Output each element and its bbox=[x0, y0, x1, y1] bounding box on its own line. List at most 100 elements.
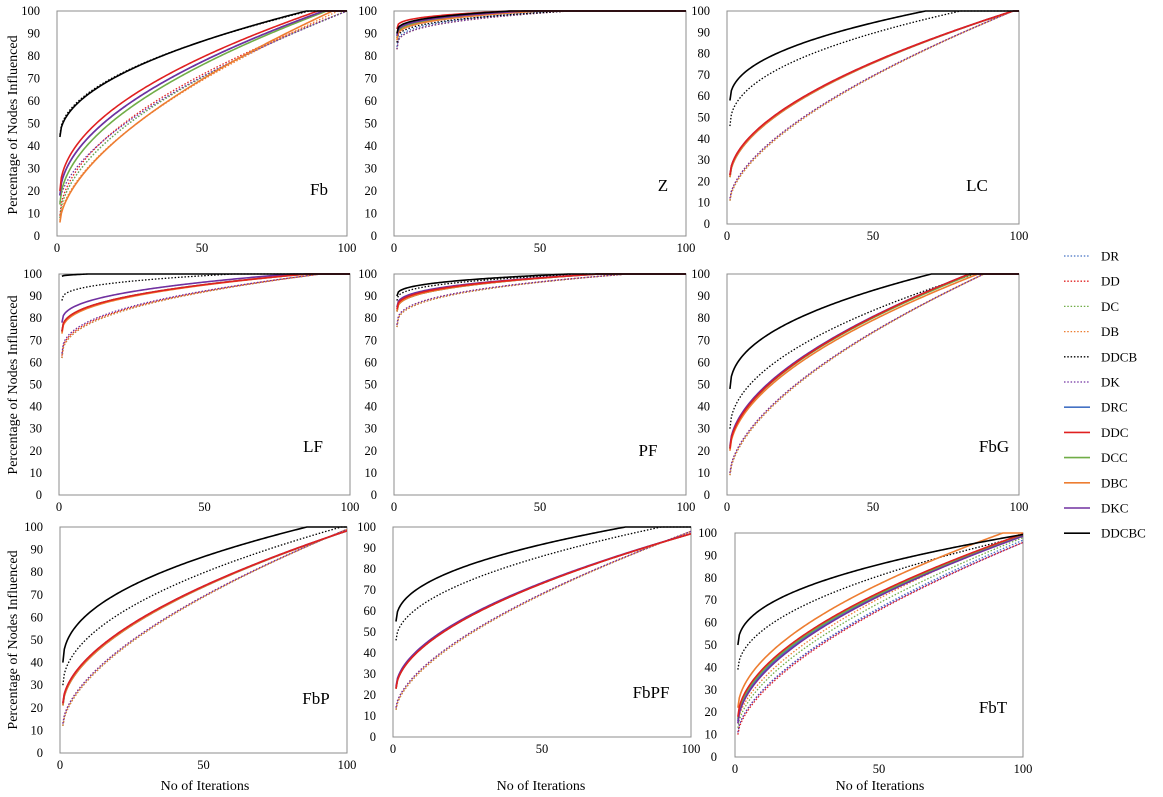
y-tick-label: 0 bbox=[704, 488, 710, 502]
legend-label-dkc: DKC bbox=[1101, 501, 1128, 516]
series-line-dkc bbox=[737, 535, 1023, 724]
legend: DR DD DC DB DDCB DK DRC DDC DCC DBC DKC DDCBC bbox=[1064, 249, 1146, 541]
y-axis-title: Percentage of Nodes Influenced bbox=[6, 35, 21, 214]
y-tick-label: 80 bbox=[705, 571, 718, 585]
x-tick-label: 50 bbox=[873, 762, 886, 776]
y-tick-label: 100 bbox=[358, 267, 377, 281]
panel-label: Z bbox=[658, 176, 668, 195]
legend-label-ddc: DDC bbox=[1101, 425, 1128, 440]
x-tick-label: 0 bbox=[57, 758, 63, 772]
y-tick-label: 70 bbox=[365, 333, 378, 347]
x-tick-label: 100 bbox=[1014, 762, 1033, 776]
series-line-ddc bbox=[59, 10, 347, 192]
y-tick-label: 10 bbox=[30, 466, 43, 480]
y-tick-label: 60 bbox=[365, 355, 378, 369]
series-line-dk bbox=[396, 10, 686, 50]
series-line-ddcb bbox=[396, 273, 686, 301]
series-group bbox=[737, 532, 1023, 735]
panel-label: FbT bbox=[979, 698, 1008, 717]
plot-area bbox=[56, 10, 348, 237]
y-tick-label: 90 bbox=[30, 289, 43, 303]
y-tick-label: 10 bbox=[31, 723, 44, 737]
series-line-dk bbox=[729, 10, 1019, 199]
series-group bbox=[396, 273, 686, 328]
y-tick-label: 90 bbox=[365, 27, 378, 41]
y-tick-label: 80 bbox=[365, 49, 378, 63]
y-tick-label: 40 bbox=[705, 660, 718, 674]
series-line-dcc bbox=[737, 534, 1023, 720]
series-line-ddcbc bbox=[395, 526, 691, 622]
plot-area bbox=[726, 10, 1020, 225]
series-line-ddcb bbox=[737, 535, 1023, 670]
y-tick-label: 60 bbox=[30, 355, 43, 369]
y-tick-label: 40 bbox=[30, 400, 43, 414]
y-tick-label: 20 bbox=[365, 184, 378, 198]
y-tick-label: 30 bbox=[365, 422, 378, 436]
y-tick-label: 10 bbox=[365, 466, 378, 480]
series-line-ddc bbox=[729, 10, 1019, 176]
panel-label: FbPF bbox=[633, 683, 670, 702]
y-tick-label: 50 bbox=[705, 638, 718, 652]
series-line-dk bbox=[62, 528, 347, 724]
y-tick-label: 80 bbox=[365, 311, 378, 325]
y-tick-label: 30 bbox=[705, 683, 718, 697]
y-tick-label: 0 bbox=[370, 730, 376, 744]
y-tick-label: 100 bbox=[358, 4, 377, 18]
series-line-db bbox=[59, 10, 347, 221]
y-axis-title: Percentage of Nodes Influenced bbox=[6, 550, 21, 729]
x-axis-title: No of Iterations bbox=[836, 779, 925, 794]
x-tick-label: 50 bbox=[534, 241, 547, 255]
y-tick-label: 50 bbox=[698, 111, 711, 125]
y-tick-label: 90 bbox=[698, 289, 711, 303]
y-tick-label: 20 bbox=[698, 174, 711, 188]
series-line-ddcbc bbox=[59, 10, 347, 138]
series-line-ddcbc bbox=[729, 10, 1019, 101]
y-tick-label: 100 bbox=[691, 4, 710, 18]
x-tick-label: 0 bbox=[56, 500, 62, 514]
y-tick-label: 50 bbox=[28, 117, 41, 131]
y-tick-label: 80 bbox=[31, 565, 44, 579]
y-tick-label: 30 bbox=[30, 422, 43, 436]
y-tick-label: 70 bbox=[28, 72, 41, 86]
y-tick-label: 40 bbox=[698, 400, 711, 414]
y-tick-label: 80 bbox=[364, 562, 377, 576]
series-group bbox=[395, 526, 691, 710]
y-tick-label: 90 bbox=[31, 543, 44, 557]
y-tick-label: 90 bbox=[705, 548, 718, 562]
y-tick-label: 80 bbox=[30, 311, 43, 325]
series-line-ddcb bbox=[61, 273, 350, 301]
series-line-dbc bbox=[729, 273, 1019, 451]
plot-area bbox=[59, 526, 348, 754]
series-group bbox=[729, 10, 1019, 201]
y-tick-label: 90 bbox=[28, 27, 41, 41]
y-tick-label: 60 bbox=[365, 94, 378, 108]
plot-area bbox=[726, 273, 1020, 496]
y-tick-label: 100 bbox=[23, 267, 42, 281]
series-line-dk bbox=[61, 273, 350, 354]
series-line-ddcbc bbox=[396, 10, 686, 34]
y-tick-label: 60 bbox=[705, 616, 718, 630]
y-tick-label: 0 bbox=[371, 488, 377, 502]
x-tick-label: 50 bbox=[867, 229, 880, 243]
y-tick-label: 50 bbox=[364, 625, 377, 639]
y-tick-label: 100 bbox=[357, 520, 376, 534]
series-line-dbc bbox=[59, 10, 347, 223]
legend-label-dbc: DBC bbox=[1101, 475, 1128, 490]
legend-label-db: DB bbox=[1101, 324, 1119, 339]
legend-label-dk: DK bbox=[1101, 375, 1120, 390]
panel-fbpf: 0 10 20 30 40 50 60 70 80 90 100 0 50 100 FbPF bbox=[357, 520, 700, 756]
y-tick-label: 100 bbox=[691, 267, 710, 281]
y-tick-label: 90 bbox=[365, 289, 378, 303]
plot-area bbox=[393, 273, 687, 496]
panel-pf: 0 10 20 30 40 50 60 70 80 90 100 0 50 100 PF bbox=[358, 267, 695, 514]
y-tick-label: 10 bbox=[365, 207, 378, 221]
y-tick-label: 30 bbox=[31, 678, 44, 692]
x-tick-label: 0 bbox=[390, 742, 396, 756]
y-tick-label: 100 bbox=[21, 4, 40, 18]
x-tick-label: 100 bbox=[682, 742, 701, 756]
y-tick-label: 50 bbox=[365, 378, 378, 392]
y-tick-label: 60 bbox=[698, 355, 711, 369]
panel-fbg: 0 10 20 30 40 50 60 70 80 90 100 0 50 100 FbG bbox=[691, 267, 1028, 514]
x-tick-label: 0 bbox=[724, 229, 730, 243]
